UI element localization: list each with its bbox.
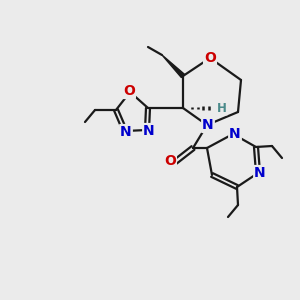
Text: N: N <box>229 127 241 141</box>
Text: N: N <box>120 125 132 139</box>
Text: H: H <box>217 101 227 115</box>
Polygon shape <box>162 55 184 78</box>
Text: O: O <box>204 51 216 65</box>
Text: O: O <box>123 84 135 98</box>
Text: N: N <box>202 118 214 132</box>
Text: N: N <box>254 166 266 180</box>
Text: O: O <box>164 154 176 168</box>
Text: N: N <box>143 124 155 138</box>
